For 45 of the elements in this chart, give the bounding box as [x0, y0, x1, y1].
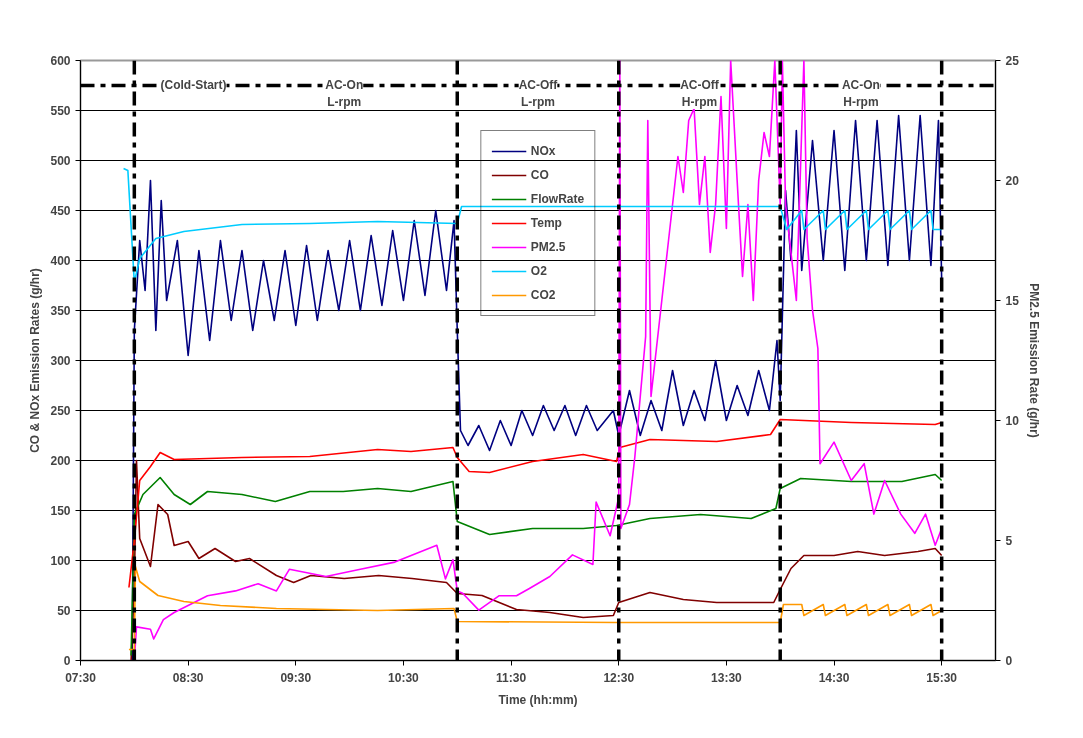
y-tick-label: 500 — [50, 154, 71, 168]
legend-label: CO — [530, 168, 550, 182]
x-tick-label: 14:30 — [818, 670, 850, 685]
y-tick-label: 600 — [50, 54, 71, 68]
y-tick-label: 100 — [50, 554, 71, 568]
annotation: AC-Off H-rpm — [680, 77, 720, 109]
annotation: (Cold-Start) — [160, 77, 227, 92]
y-tick-label: 50 — [57, 604, 71, 618]
x-tick-label: 13:30 — [711, 670, 743, 685]
legend-label: FlowRate — [530, 192, 585, 206]
legend-label: PM2.5 — [530, 240, 566, 254]
y-tick-label: 250 — [50, 404, 71, 418]
x-tick-label: 15:30 — [926, 670, 958, 685]
y-tick-label: 200 — [50, 454, 71, 468]
legend-label: Temp — [530, 216, 562, 230]
y-tick-label: 350 — [50, 304, 71, 318]
x-tick-label: 08:30 — [172, 670, 204, 685]
y2-axis-title: PM2.5 Emission Rate (g/hr) — [1026, 283, 1041, 438]
y-tick-label: 400 — [50, 254, 71, 268]
legend-label: CO2 — [530, 288, 556, 302]
y-tick-label: 0 — [63, 654, 71, 668]
x-tick-label: 07:30 — [65, 670, 97, 685]
y2-tick-label: 15 — [1005, 294, 1020, 308]
y-tick-label: 450 — [50, 204, 71, 218]
annotation: AC-Off L-rpm — [518, 77, 559, 109]
y2-tick-label: 0 — [1005, 654, 1013, 668]
y-tick-label: 300 — [50, 354, 71, 368]
annotation: AC-On H-rpm — [841, 77, 880, 109]
x-tick-label: 12:30 — [603, 670, 635, 685]
y-tick-label: 150 — [50, 504, 71, 518]
x-tick-label: 10:30 — [388, 670, 420, 685]
x-tick-label: 11:30 — [496, 670, 527, 685]
x-axis-title: Time (hh:mm) — [498, 692, 578, 707]
y2-tick-label: 20 — [1005, 174, 1020, 188]
x-tick-label: 09:30 — [280, 670, 312, 685]
y2-tick-label: 10 — [1005, 414, 1020, 428]
y-axis-title: CO & NOx Emission Rates (g/hr) — [28, 268, 43, 453]
line-series — [128, 565, 943, 651]
y2-tick-label: 25 — [1005, 54, 1020, 68]
legend-label: NOx — [530, 144, 556, 158]
line-series — [128, 418, 943, 589]
y2-tick-label: 5 — [1005, 534, 1013, 548]
annotation: AC-On L-rpm — [325, 77, 364, 109]
y-tick-label: 550 — [50, 104, 71, 118]
legend-label: O2 — [530, 264, 548, 278]
